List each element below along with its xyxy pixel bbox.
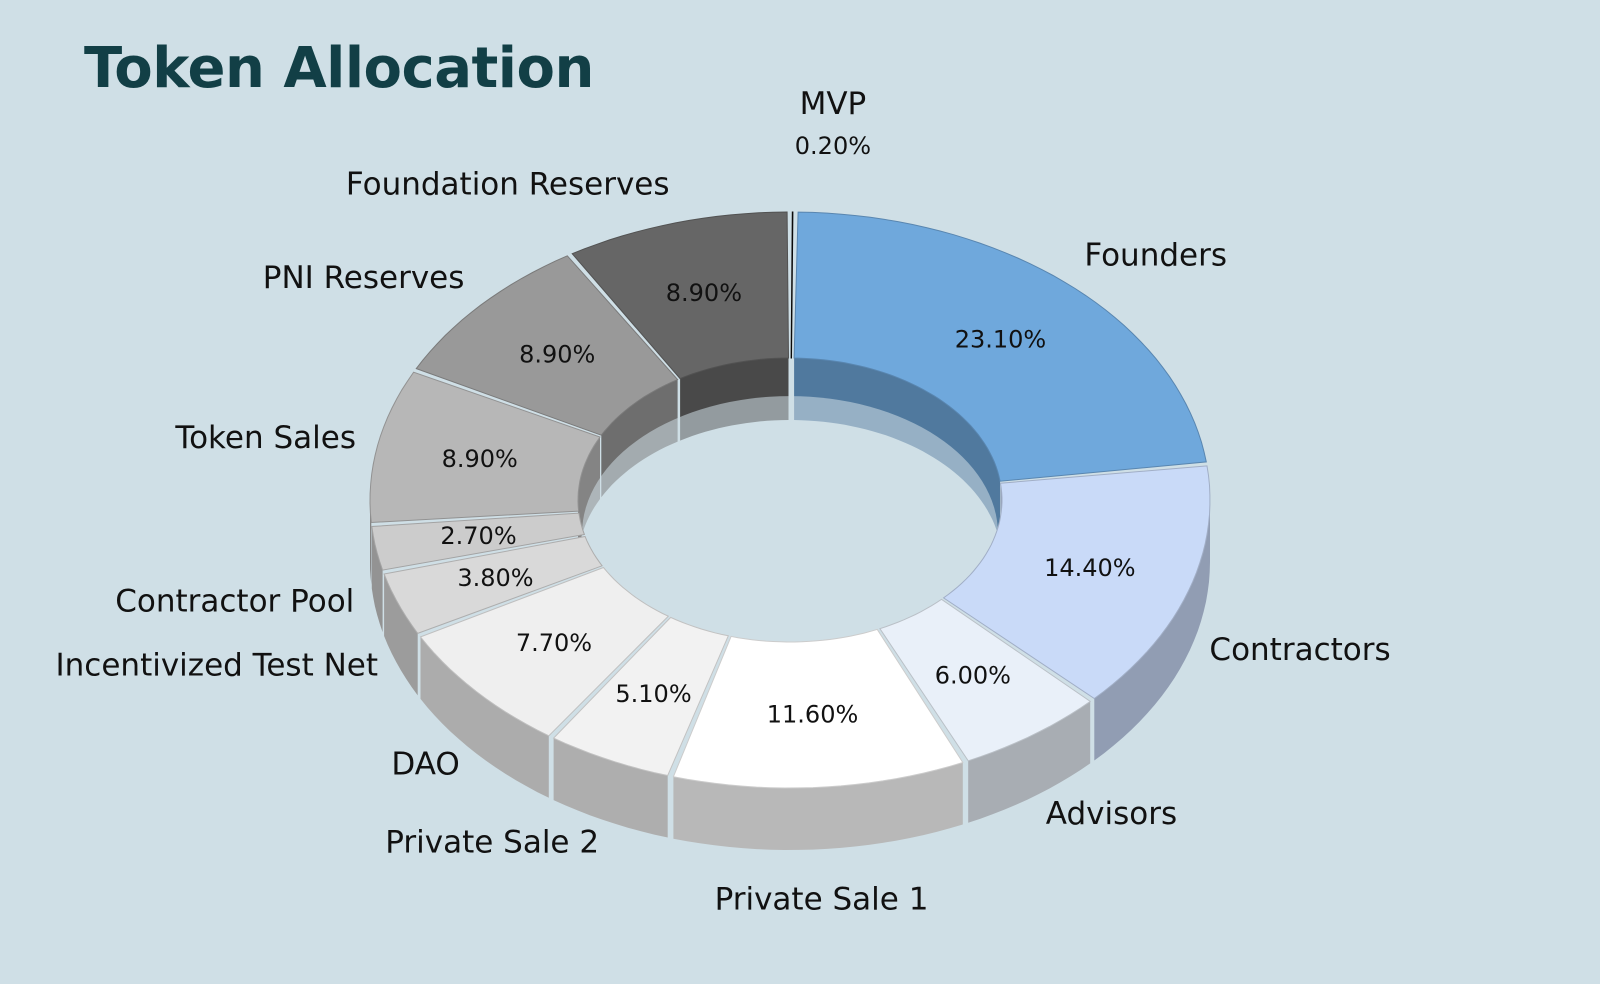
category-label-pni-reserves: PNI Reserves bbox=[263, 260, 465, 296]
category-label-foundation-reserves: Foundation Reserves bbox=[346, 166, 670, 202]
slice-mvp bbox=[790, 211, 794, 359]
slice-side-wall bbox=[673, 762, 963, 850]
slice-contractor-pool bbox=[371, 512, 586, 571]
value-label-private-sale-2: 5.10% bbox=[615, 680, 691, 708]
chart-labels: 0.20% MVP 23.10% Founders 14.40% Contractors 6… bbox=[56, 86, 1391, 918]
slice-dao bbox=[419, 566, 670, 737]
value-label-token-sales: 8.90% bbox=[442, 445, 518, 473]
value-label-private-sale-1: 11.60% bbox=[767, 700, 859, 728]
slice-token-sales bbox=[369, 371, 601, 524]
slice-founders bbox=[793, 211, 1207, 482]
slice-side-wall bbox=[371, 526, 383, 633]
value-label-founders: 23.10% bbox=[955, 326, 1047, 354]
category-label-private-sale-1: Private Sale 1 bbox=[715, 882, 929, 918]
value-label-incentivized-test-net: 3.80% bbox=[457, 564, 533, 592]
slice-contractors bbox=[942, 465, 1211, 700]
slice-side-wall bbox=[968, 701, 1091, 823]
value-label-contractors: 14.40% bbox=[1044, 554, 1136, 582]
category-label-mvp: MVP bbox=[800, 86, 867, 122]
category-label-advisors: Advisors bbox=[1046, 796, 1177, 832]
category-label-private-sale-2: Private Sale 2 bbox=[385, 824, 599, 860]
slice-side-wall bbox=[1094, 500, 1210, 761]
chart-title: Token Allocation bbox=[84, 36, 594, 101]
donut-side-walls bbox=[370, 500, 1210, 850]
slice-pni-reserves bbox=[415, 255, 679, 436]
slice-private-sale-2 bbox=[552, 616, 730, 777]
value-label-foundation-reserves: 8.90% bbox=[666, 279, 742, 307]
value-label-mvp: 0.20% bbox=[795, 132, 871, 160]
category-label-contractor-pool: Contractor Pool bbox=[115, 584, 354, 620]
donut-slices bbox=[369, 211, 1211, 789]
slice-incentivized-test-net bbox=[383, 535, 603, 635]
category-label-contractors: Contractors bbox=[1209, 632, 1390, 668]
slice-side-wall bbox=[553, 738, 668, 838]
value-label-advisors: 6.00% bbox=[935, 661, 1011, 689]
slice-private-sale-1 bbox=[672, 628, 964, 789]
category-label-dao: DAO bbox=[391, 747, 459, 783]
value-label-contractor-pool: 2.70% bbox=[440, 522, 516, 550]
value-label-dao: 7.70% bbox=[516, 629, 592, 657]
slice-side-wall bbox=[384, 574, 418, 696]
slice-foundation-reserves bbox=[571, 211, 790, 380]
category-label-incentivized-test-net: Incentivized Test Net bbox=[56, 647, 378, 683]
value-label-pni-reserves: 8.90% bbox=[519, 341, 595, 369]
slice-advisors bbox=[879, 598, 1092, 762]
slice-side-wall bbox=[420, 636, 549, 798]
category-label-founders: Founders bbox=[1084, 237, 1227, 273]
donut-hole bbox=[582, 396, 998, 673]
category-label-token-sales: Token Sales bbox=[174, 420, 356, 456]
